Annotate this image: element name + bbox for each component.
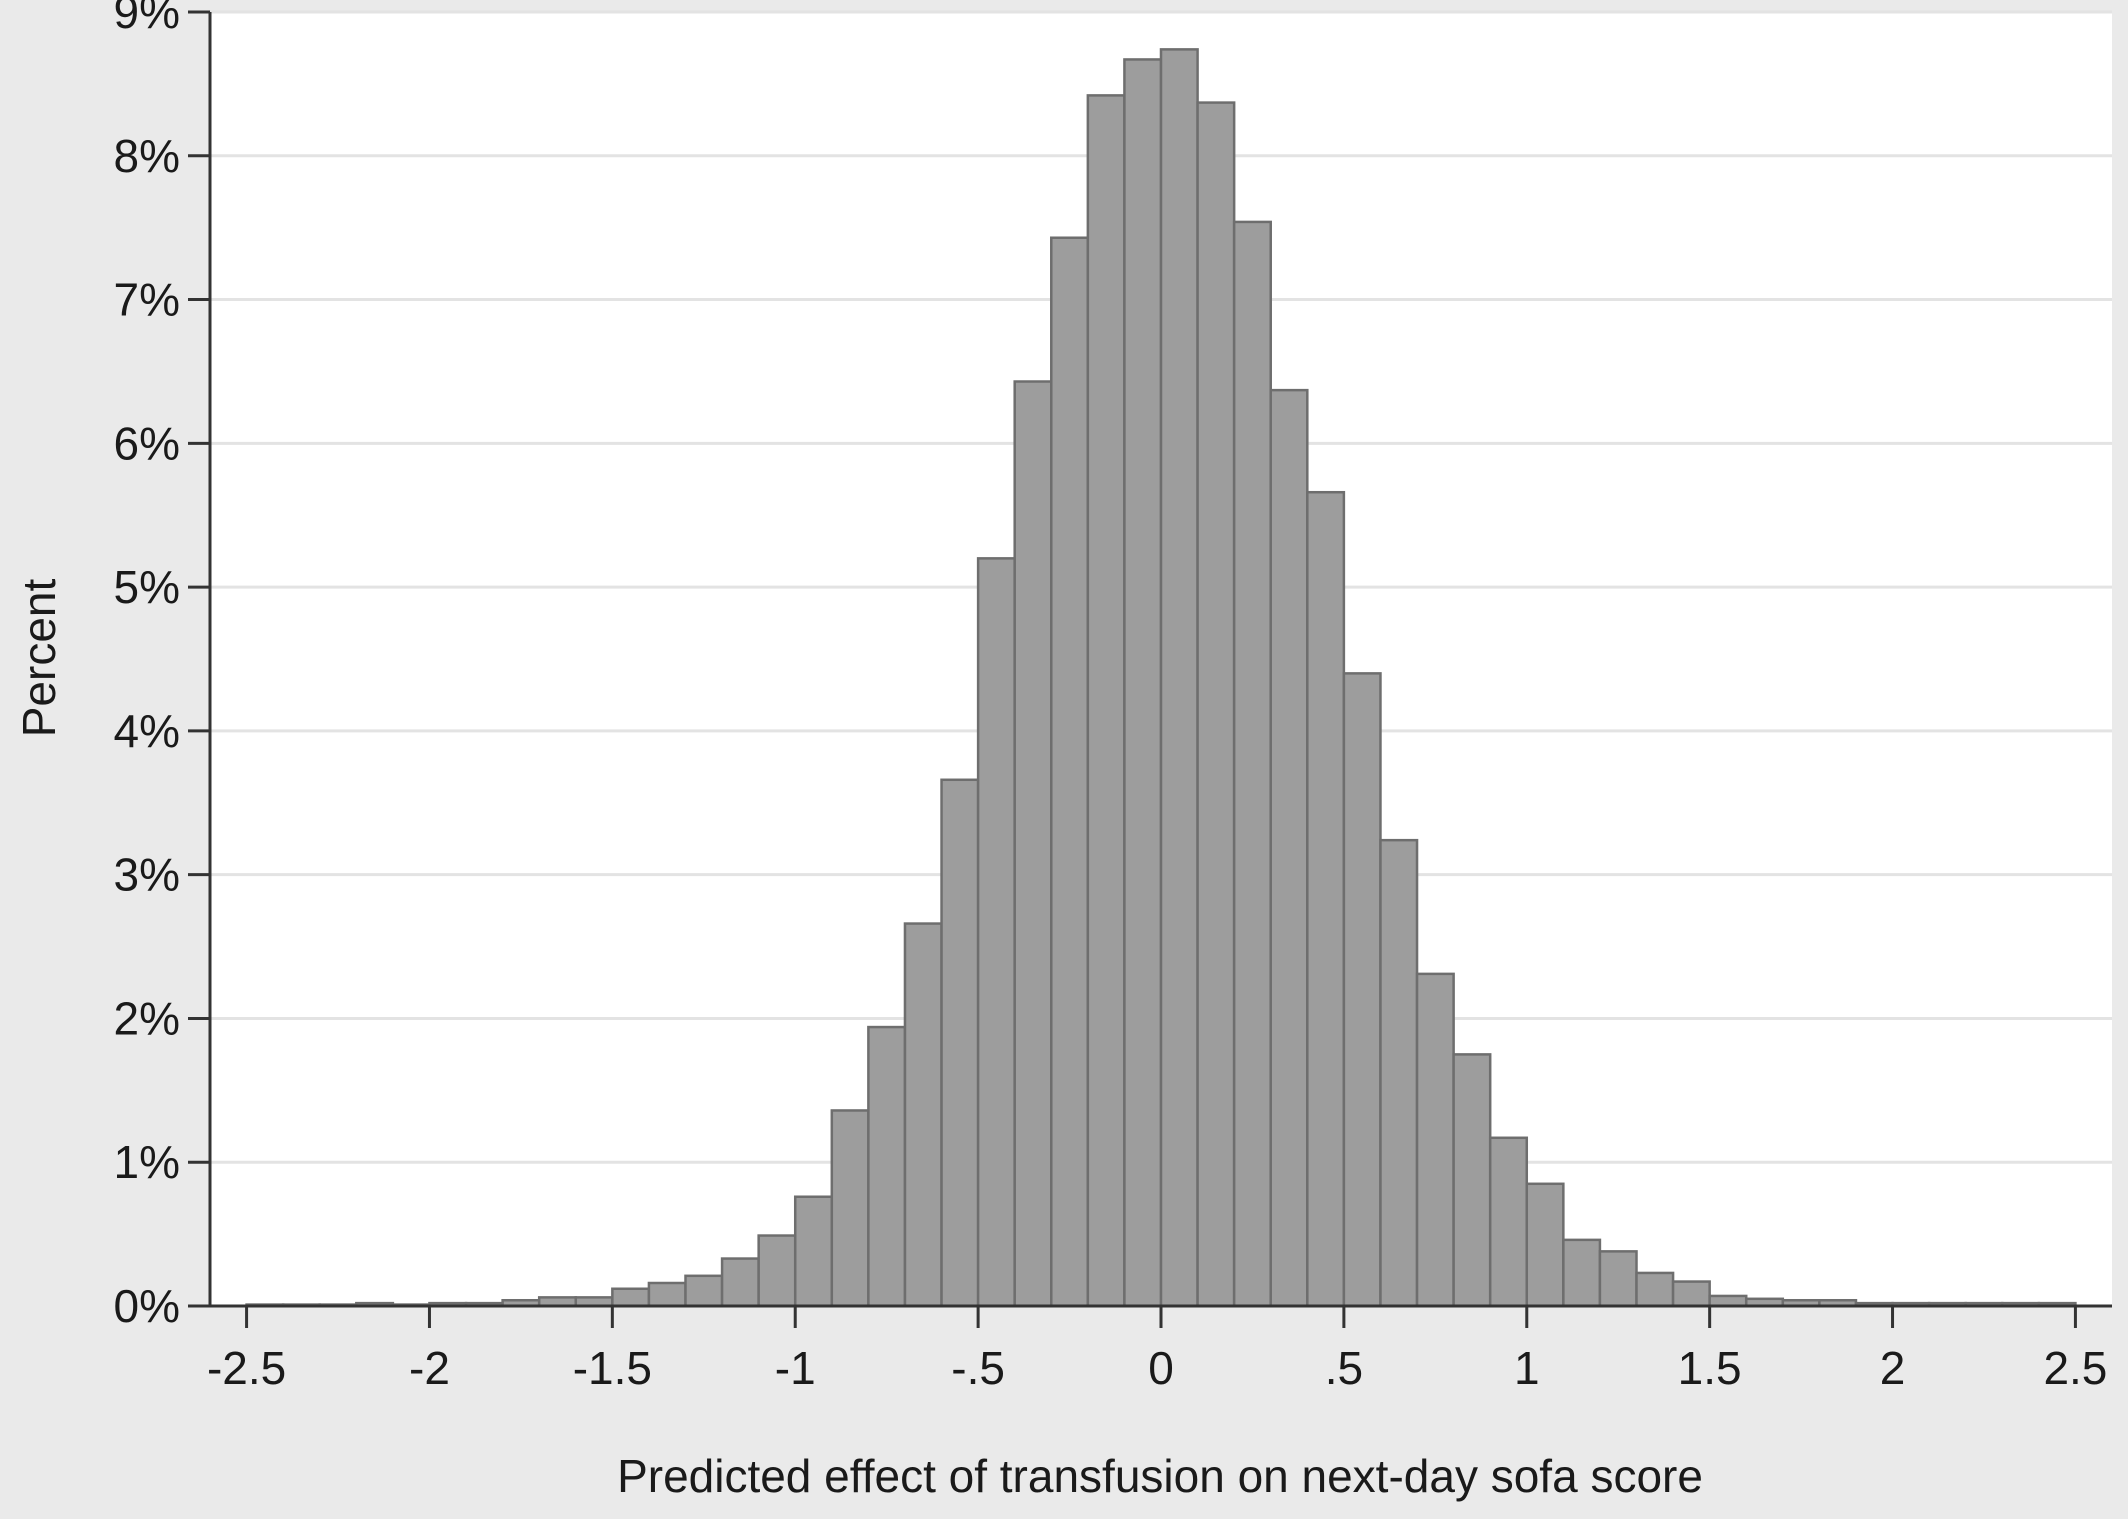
histogram-bar xyxy=(1342,672,1382,1308)
histogram-bar xyxy=(1452,1053,1492,1308)
x-axis-ticks: -2.5 -2 -1.5 -1 -.5 0 .5 1 1.5 2 2.5 xyxy=(207,1306,2107,1394)
histogram-bar xyxy=(1196,101,1236,1308)
histogram-bar xyxy=(1525,1182,1565,1308)
y-axis-ticks: 0% 1% 2% 3% 4% 5% 6% 7% 8% 9% xyxy=(114,0,210,1332)
histogram-bar xyxy=(720,1257,760,1308)
histogram-bar xyxy=(1306,490,1346,1308)
histogram-bar xyxy=(1013,380,1053,1308)
x-tick-label: -2 xyxy=(409,1342,450,1394)
y-tick-label: 2% xyxy=(114,992,180,1044)
histogram-bar xyxy=(1415,972,1455,1308)
histogram-bar xyxy=(793,1195,834,1308)
histogram-bar xyxy=(1671,1280,1711,1308)
y-tick-label: 6% xyxy=(114,417,180,469)
x-tick-label: 0 xyxy=(1148,1342,1174,1394)
y-tick-label: 7% xyxy=(114,274,180,326)
histogram-bar xyxy=(757,1234,797,1308)
histogram-bar xyxy=(1086,94,1126,1308)
x-tick-label: -1 xyxy=(775,1342,816,1394)
x-axis-title: Predicted effect of transfusion on next-… xyxy=(617,1450,1703,1502)
histogram-bar xyxy=(1598,1250,1638,1308)
histogram-bar xyxy=(1050,236,1090,1308)
y-tick-label: 5% xyxy=(114,561,180,613)
histogram-bar xyxy=(976,557,1016,1308)
y-tick-label: 8% xyxy=(114,130,180,182)
histogram-bar xyxy=(647,1281,687,1308)
x-tick-label: 1 xyxy=(1514,1342,1540,1394)
y-tick-label: 1% xyxy=(114,1136,180,1188)
y-axis-title: Percent xyxy=(13,579,65,738)
histogram-bar xyxy=(1232,220,1272,1308)
y-tick-label: 3% xyxy=(114,849,180,901)
histogram-bar xyxy=(1159,48,1199,1308)
histogram-bar xyxy=(1269,388,1309,1308)
histogram-bar xyxy=(611,1287,651,1308)
y-tick-label: 0% xyxy=(114,1280,180,1332)
y-tick-label: 4% xyxy=(114,705,180,757)
x-tick-label: -.5 xyxy=(951,1342,1005,1394)
y-tick-label: 9% xyxy=(114,0,180,38)
histogram-bar xyxy=(1635,1271,1675,1308)
histogram-bar xyxy=(830,1109,870,1308)
histogram-bar xyxy=(1488,1136,1529,1308)
histogram-bar xyxy=(1708,1294,1748,1308)
x-tick-label: 1.5 xyxy=(1678,1342,1742,1394)
x-tick-label: -1.5 xyxy=(573,1342,652,1394)
x-tick-label: 2 xyxy=(1880,1342,1906,1394)
x-tick-label: 2.5 xyxy=(2043,1342,2107,1394)
histogram-bars xyxy=(245,48,2077,1308)
histogram-bar xyxy=(940,778,980,1308)
histogram-bar xyxy=(1379,838,1419,1308)
histogram-bar xyxy=(1123,58,1163,1308)
x-tick-label: .5 xyxy=(1325,1342,1363,1394)
x-tick-label: -2.5 xyxy=(207,1342,286,1394)
histogram-bar xyxy=(684,1274,724,1308)
histogram-bar xyxy=(867,1025,907,1308)
histogram-bar xyxy=(1562,1238,1602,1308)
histogram-bar xyxy=(903,922,943,1308)
